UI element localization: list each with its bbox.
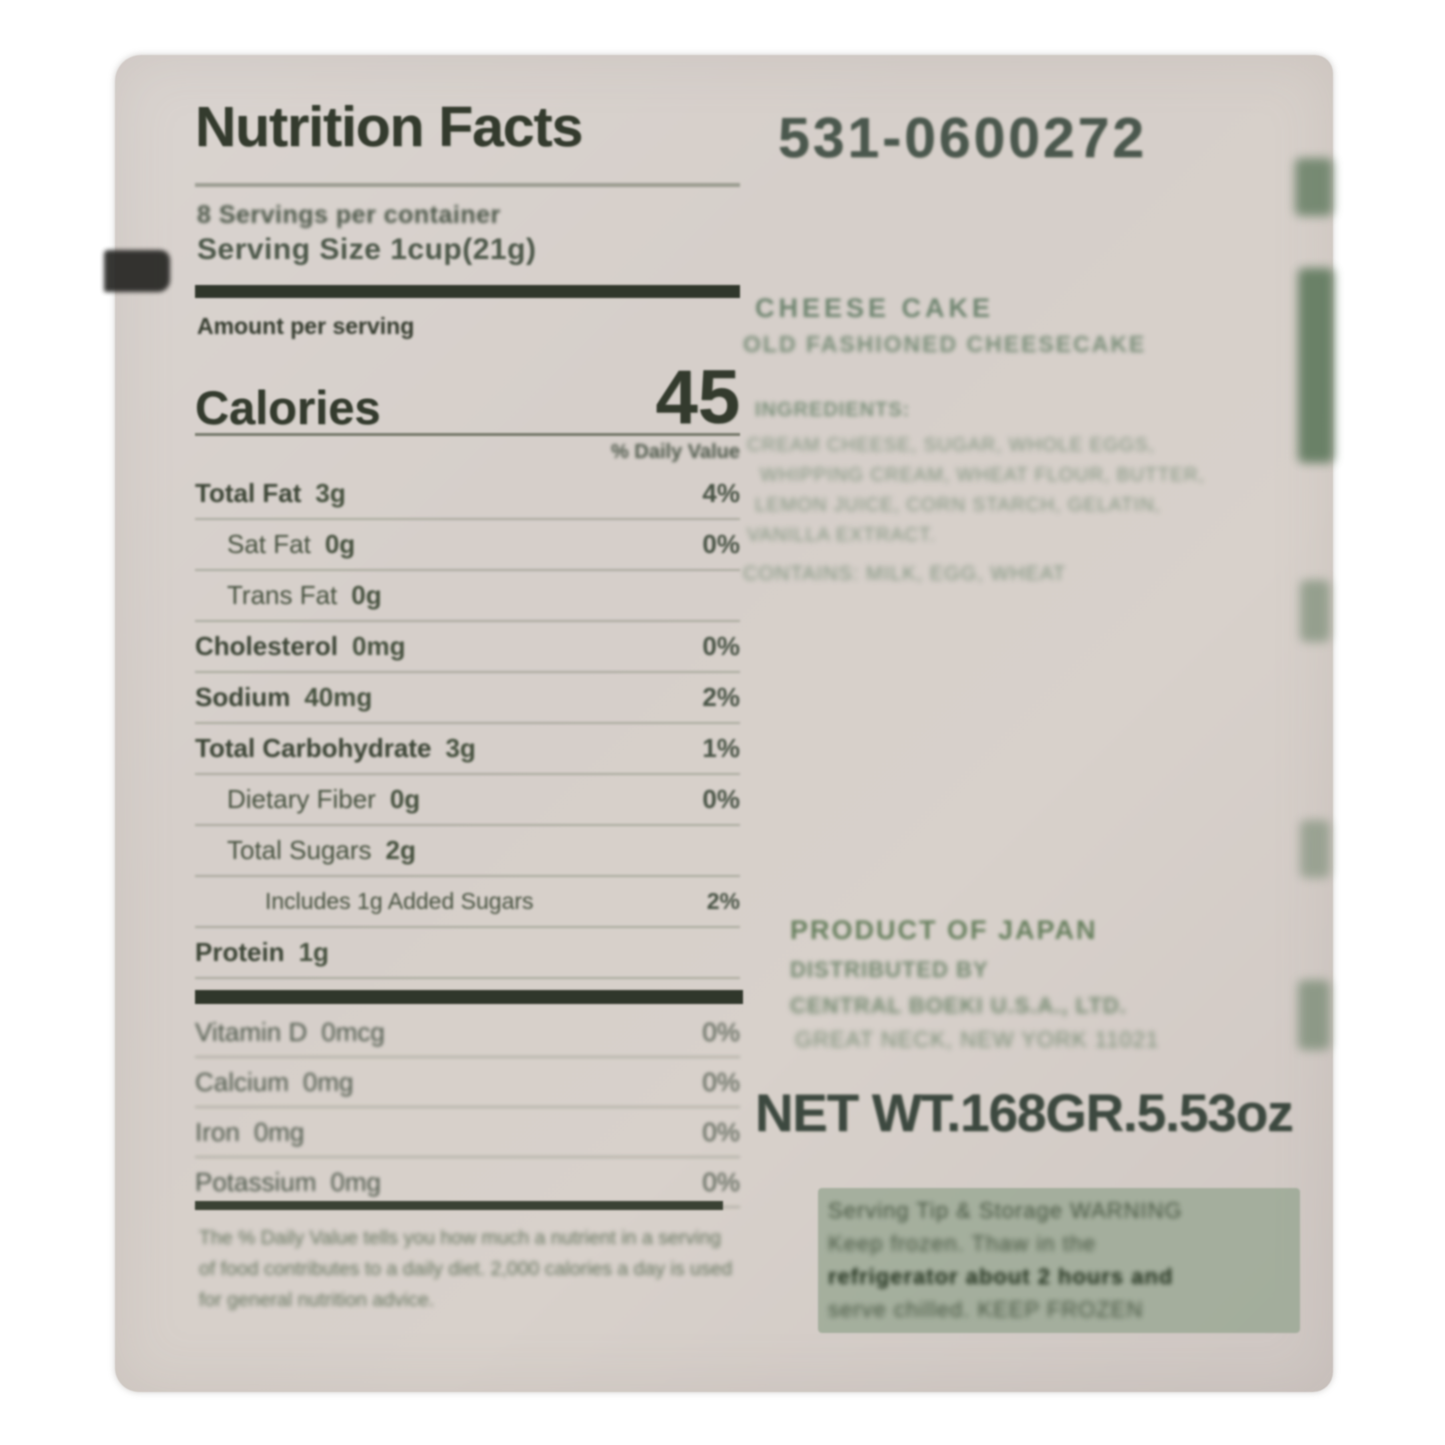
contains-line: CONTAINS: MILK, EGG, WHEAT: [743, 563, 1067, 585]
warning-line: Keep frozen. Thaw in the: [828, 1231, 1097, 1256]
edge-print-blob: [1300, 820, 1330, 878]
nutrition-label-paper: Nutrition Facts 8 Servings per container…: [115, 55, 1333, 1392]
edge-print-blob: [1300, 580, 1330, 642]
serving-size: Serving Size 1cup(21g): [197, 233, 537, 266]
distributed-by-line: DISTRIBUTED BY: [790, 957, 989, 982]
vitamin-row-calcium: Calcium 0mg 0%: [195, 1058, 740, 1108]
ingredients-line: VANILLA EXTRACT.: [747, 525, 936, 546]
nutrient-row-cholesterol: Cholesterol 0mg 0%: [195, 622, 740, 673]
nutrient-row-sodium: Sodium 40mg 2%: [195, 673, 740, 724]
product-name: CHEESE CAKE: [755, 293, 995, 323]
amount-per-serving: Amount per serving: [197, 313, 415, 339]
edge-print-blob: [1298, 268, 1334, 463]
warning-line: serve chilled. KEEP FROZEN: [828, 1297, 1144, 1322]
calories-rule: [195, 433, 740, 436]
vitamin-row-vitamin-d: Vitamin D 0mcg 0%: [195, 1008, 740, 1058]
warning-box: Serving Tip & Storage WARNING Keep froze…: [818, 1188, 1300, 1333]
ingredients-line: CREAM CHEESE, SUGAR, WHOLE EGGS,: [747, 435, 1155, 456]
servings-per-container: 8 Servings per container: [197, 201, 501, 229]
vitamin-row-iron: Iron 0mg 0%: [195, 1108, 740, 1158]
calories-value: 45: [655, 355, 740, 441]
nutrition-facts-title: Nutrition Facts: [195, 95, 583, 159]
nutrient-row-added-sugars: Includes 1g Added Sugars 2%: [195, 877, 740, 928]
nutrient-row-sat-fat: Sat Fat 0g 0%: [195, 520, 740, 571]
nutrient-row-total-fat: Total Fat 3g 4%: [195, 469, 740, 520]
edge-print-blob: [1295, 158, 1333, 216]
daily-value-header: % Daily Value: [611, 441, 740, 463]
nutrient-rows: Total Fat 3g 4% Sat Fat 0g 0% Trans Fat …: [195, 469, 740, 979]
nutrient-row-total-sugars: Total Sugars 2g: [195, 826, 740, 877]
vitamin-rows: Vitamin D 0mcg 0% Calcium 0mg 0% Iron 0m…: [195, 1008, 740, 1208]
ingredients-title: INGREDIENTS:: [755, 399, 911, 421]
edge-print-blob: [1298, 980, 1330, 1050]
warning-line: refrigerator about 2 hours and: [828, 1264, 1174, 1289]
daily-value-footnote: The % Daily Value tells you how much a n…: [199, 1227, 733, 1311]
thick-divider-protein: [195, 990, 743, 1004]
thick-divider-bottom: [195, 1201, 723, 1210]
calories-label: Calories: [195, 381, 381, 435]
ingredients-line: WHIPPING CREAM, WHEAT FLOUR, BUTTER,: [760, 465, 1205, 486]
product-subtitle: OLD FASHIONED CHEESECAKE: [743, 331, 1147, 357]
net-weight: NET WT.168GR.5.53oz: [755, 1084, 1294, 1143]
nutrient-row-dietary-fiber: Dietary Fiber 0g 0%: [195, 775, 740, 826]
ingredients-line: LEMON JUICE, CORN STARCH, GELATIN,: [755, 495, 1161, 516]
left-edge-notch: [104, 250, 170, 292]
warning-line: Serving Tip & Storage WARNING: [828, 1198, 1183, 1223]
distributor-address: GREAT NECK, NEW YORK 11021: [795, 1027, 1160, 1052]
title-rule: [195, 183, 740, 187]
thick-divider-top: [195, 285, 740, 298]
product-code: 531-0600272: [778, 106, 1147, 170]
nutrient-row-trans-fat: Trans Fat 0g: [195, 571, 740, 622]
nutrient-row-protein: Protein 1g: [195, 928, 740, 979]
country-of-origin: PRODUCT OF JAPAN: [790, 915, 1098, 945]
calories-row: Calories 45: [195, 343, 740, 441]
distributor-name: CENTRAL BOEKI U.S.A., LTD.: [790, 993, 1127, 1018]
nutrient-row-total-carbohydrate: Total Carbohydrate 3g 1%: [195, 724, 740, 775]
